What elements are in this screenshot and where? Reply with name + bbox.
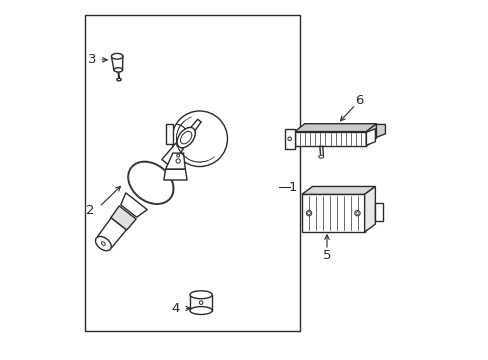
Polygon shape [187,119,201,135]
Bar [85,15,300,330]
Polygon shape [366,129,375,145]
Ellipse shape [171,111,227,167]
Polygon shape [366,124,376,146]
Ellipse shape [354,211,360,216]
Polygon shape [190,295,212,311]
Polygon shape [301,186,375,194]
Polygon shape [111,206,136,230]
Ellipse shape [117,78,121,81]
Polygon shape [294,124,376,132]
Text: 2: 2 [86,204,94,217]
Polygon shape [376,125,385,137]
Ellipse shape [114,68,122,72]
Ellipse shape [176,159,180,163]
Ellipse shape [101,242,105,245]
Text: 3: 3 [88,53,96,66]
Ellipse shape [287,137,291,140]
Polygon shape [165,153,185,169]
Ellipse shape [307,212,310,215]
Text: 1: 1 [288,181,297,194]
Bar [294,132,366,146]
Ellipse shape [199,301,203,305]
Polygon shape [163,169,187,180]
Polygon shape [375,203,383,221]
Ellipse shape [355,212,358,215]
Ellipse shape [318,155,323,158]
Polygon shape [97,218,126,248]
Bar [301,194,364,232]
Ellipse shape [111,53,122,59]
Polygon shape [162,143,183,167]
Ellipse shape [95,237,111,251]
Ellipse shape [128,161,173,204]
Polygon shape [284,129,294,149]
Ellipse shape [180,131,191,144]
Polygon shape [364,186,375,232]
Polygon shape [121,193,147,217]
Ellipse shape [190,307,212,315]
Polygon shape [111,56,122,70]
Text: 5: 5 [322,249,330,262]
Text: 4: 4 [171,302,180,315]
Ellipse shape [176,154,179,157]
Ellipse shape [306,211,311,216]
Ellipse shape [177,127,195,148]
Polygon shape [165,125,172,144]
Text: 6: 6 [354,94,363,107]
Ellipse shape [190,291,212,299]
